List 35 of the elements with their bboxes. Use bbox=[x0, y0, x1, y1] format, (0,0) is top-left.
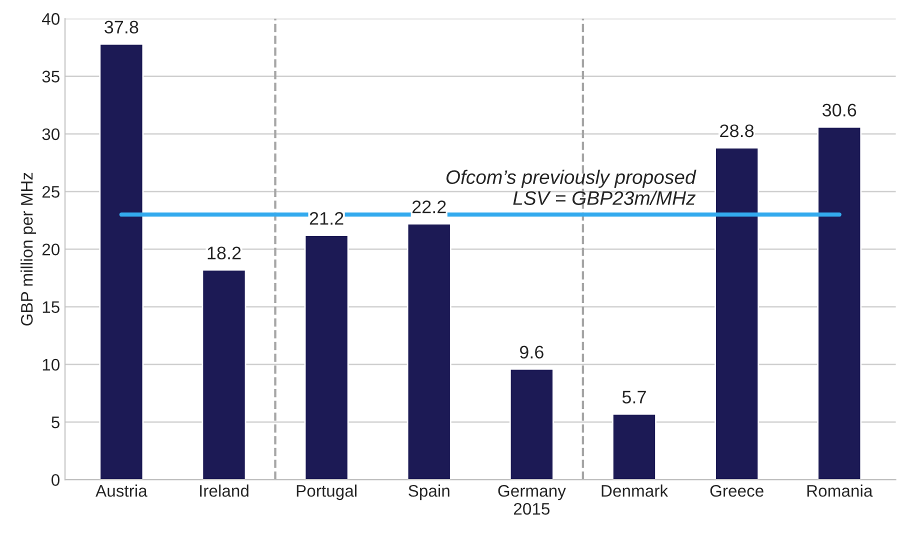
y-tick-label: 25 bbox=[42, 186, 60, 198]
y-tick-label: 35 bbox=[42, 70, 60, 82]
x-tick-label: Denmark bbox=[602, 484, 668, 497]
x-tick-label: Greece bbox=[710, 485, 764, 497]
y-tick-label: 5 bbox=[52, 416, 60, 428]
bar bbox=[612, 413, 656, 480]
x-tick-label: Austria bbox=[96, 484, 148, 497]
bar bbox=[406, 223, 452, 480]
bar bbox=[304, 234, 349, 480]
data-label: 22.2 bbox=[412, 200, 446, 214]
y-tick-label: 0 bbox=[52, 474, 60, 486]
data-label: 28.8 bbox=[720, 124, 754, 138]
data-label: 18.2 bbox=[208, 246, 241, 260]
x-tick-label: Germany 2015 bbox=[498, 485, 566, 515]
bar bbox=[202, 269, 246, 480]
x-tick-label: Romania bbox=[807, 484, 873, 497]
bar bbox=[509, 368, 554, 480]
bar bbox=[817, 126, 862, 480]
data-label: 9.6 bbox=[520, 346, 544, 359]
y-axis-title: GBP million per MHz bbox=[20, 172, 36, 326]
bar bbox=[714, 147, 760, 480]
y-tick-label: 30 bbox=[42, 128, 60, 140]
x-tick-label: Spain bbox=[408, 484, 450, 500]
data-label: 21.2 bbox=[310, 212, 344, 225]
data-label: 37.8 bbox=[104, 20, 138, 34]
y-tick-label: 10 bbox=[42, 358, 60, 371]
y-tick-label: 15 bbox=[42, 301, 60, 314]
bar bbox=[99, 43, 144, 480]
x-tick-label: Portugal bbox=[296, 484, 356, 500]
y-tick-label: 20 bbox=[42, 244, 60, 256]
data-label: 30.6 bbox=[822, 104, 856, 116]
y-tick-label: 40 bbox=[42, 13, 60, 25]
ref-line-label: Ofcom’s previously proposed LSV = GBP23m/MHz bbox=[446, 170, 696, 205]
x-tick-label: Ireland bbox=[200, 484, 248, 497]
data-label: 5.7 bbox=[622, 390, 646, 404]
